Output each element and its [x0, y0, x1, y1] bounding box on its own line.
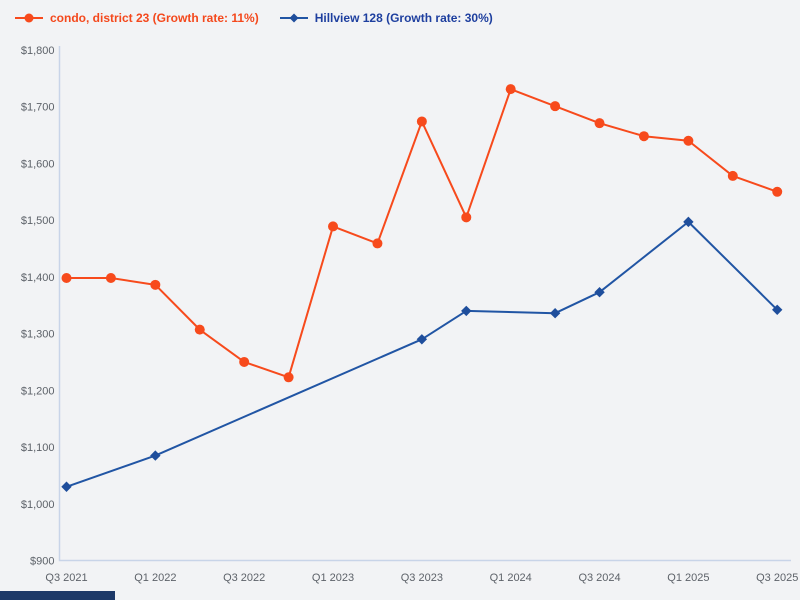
condo-district-23-data-point[interactable] — [283, 372, 294, 383]
legend-label-condo-district-23: condo, district 23 (Growth rate: 11%) — [50, 11, 259, 25]
y-axis-label: $1,400 — [21, 272, 55, 284]
y-axis-label: $1,700 — [21, 102, 55, 114]
hillview-128-data-point[interactable] — [594, 287, 605, 298]
condo-district-23-data-point[interactable] — [416, 116, 427, 127]
condo-district-23-data-point[interactable] — [105, 273, 116, 284]
x-axis-label: Q1 2022 — [134, 572, 176, 584]
x-axis-label: Q3 2025 — [756, 572, 798, 584]
condo-district-23-data-point[interactable] — [328, 221, 339, 232]
hillview-128-data-point[interactable] — [683, 216, 694, 228]
bottom-left-dark-bar — [0, 591, 115, 600]
y-axis-label: $1,800 — [21, 45, 55, 57]
hillview-128-line — [66, 220, 778, 488]
x-axis-label: Q1 2025 — [667, 572, 709, 584]
condo-district-23-data-point[interactable] — [505, 84, 516, 95]
hillview-128-data-point[interactable] — [416, 334, 428, 345]
chart-legend: condo, district 23 (Growth rate: 11%) Hi… — [14, 8, 493, 28]
x-axis-label: Q3 2021 — [45, 572, 87, 584]
condo-district-23-line — [66, 88, 778, 379]
diamond-series-icon — [279, 13, 308, 23]
condo-district-23-data-point[interactable] — [61, 273, 72, 284]
condo-district-23-data-point[interactable] — [727, 170, 738, 181]
hillview-128-data-point[interactable] — [61, 481, 72, 492]
x-axis-label: Q3 2022 — [223, 572, 265, 584]
condo-district-23-data-point[interactable] — [638, 131, 649, 142]
circle-series-icon — [15, 13, 43, 23]
condo-district-23-data-point[interactable] — [372, 238, 383, 249]
y-axis-label: $1,300 — [21, 329, 55, 341]
legend-item-hillview-128[interactable]: Hillview 128 (Growth rate: 30%) — [279, 11, 493, 25]
legend-item-condo-district-23[interactable]: condo, district 23 (Growth rate: 11%) — [14, 11, 259, 25]
x-axis-label: Q1 2023 — [312, 572, 354, 584]
x-axis-label: Q1 2024 — [490, 572, 532, 584]
condo-district-23-data-point[interactable] — [772, 186, 783, 197]
y-axis-label: $1,100 — [21, 442, 55, 454]
hillview-128-data-point[interactable] — [150, 450, 161, 461]
y-axis-label: $1,500 — [21, 215, 55, 227]
hillview-128-data-point[interactable] — [549, 307, 561, 319]
axis-lines — [58, 46, 791, 562]
y-axis-label: $1,600 — [21, 158, 55, 170]
y-axis-label: $900 — [30, 556, 54, 568]
condo-district-23-data-point[interactable] — [461, 212, 472, 223]
condo-district-23-data-point[interactable] — [683, 135, 694, 146]
condo-district-23-data-point[interactable] — [194, 324, 205, 335]
condo-district-23-data-point[interactable] — [550, 101, 561, 112]
y-axis-label: $1,200 — [21, 385, 55, 397]
y-axis-label: $1,000 — [21, 499, 55, 511]
hillview-128-data-point[interactable] — [772, 304, 783, 315]
condo-district-23-data-point[interactable] — [239, 356, 250, 367]
legend-label-hillview-128: Hillview 128 (Growth rate: 30%) — [314, 11, 493, 25]
hillview-128-data-point[interactable] — [461, 305, 472, 317]
x-axis-label: Q3 2023 — [401, 572, 443, 584]
condo-district-23-data-point[interactable] — [150, 279, 161, 290]
x-axis-label: Q3 2024 — [578, 572, 620, 584]
condo-district-23-data-point[interactable] — [594, 118, 605, 129]
